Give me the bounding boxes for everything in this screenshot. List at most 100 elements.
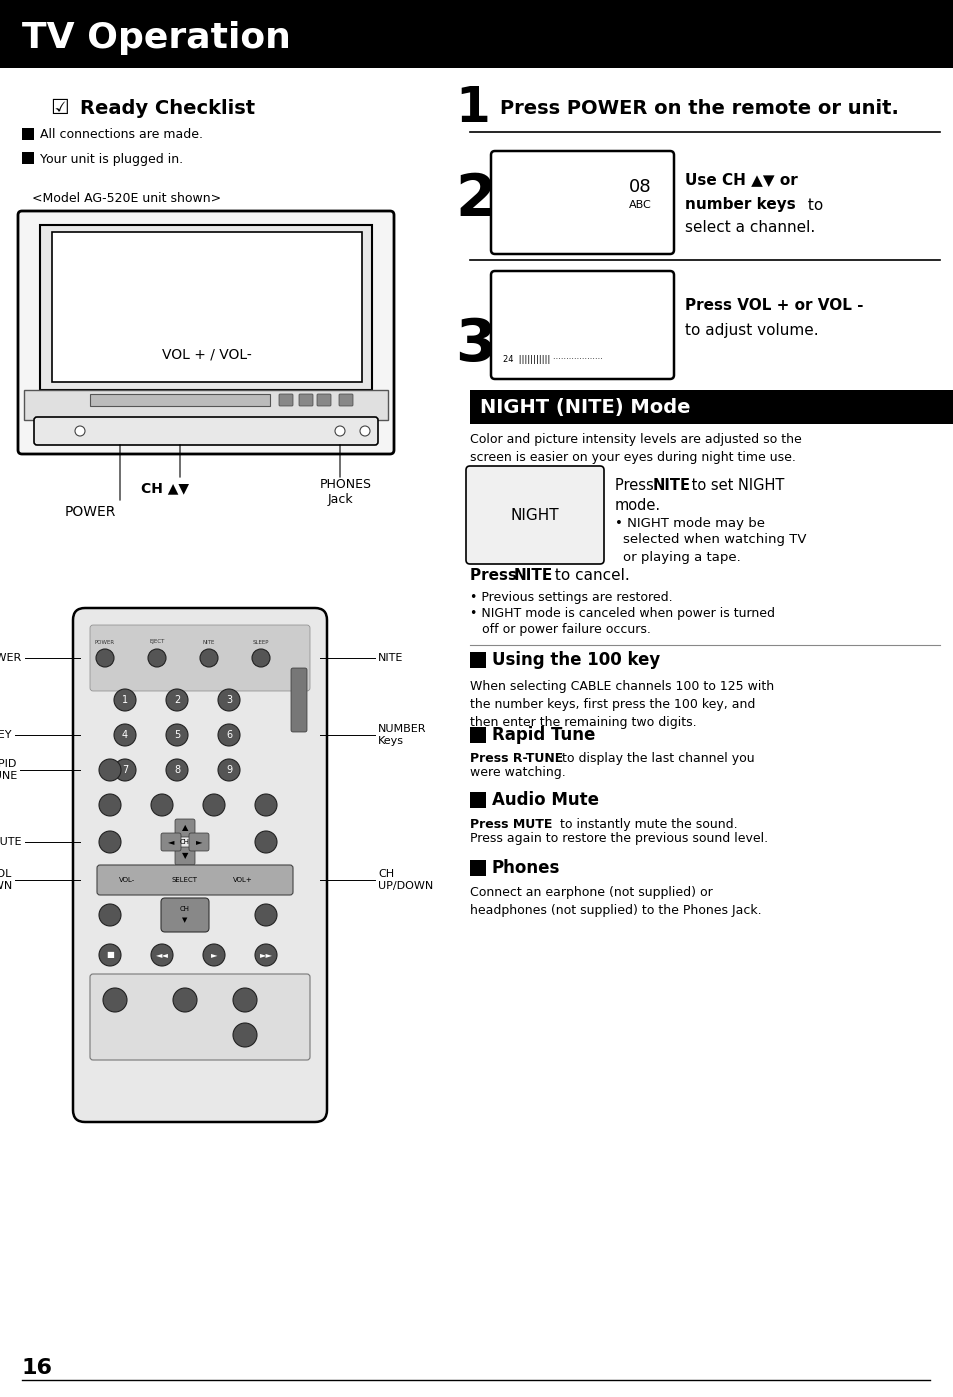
Text: Press MUTE: Press MUTE xyxy=(470,819,552,831)
FancyBboxPatch shape xyxy=(291,668,307,732)
Text: Press R-TUNE: Press R-TUNE xyxy=(470,752,562,766)
Circle shape xyxy=(166,689,188,711)
Circle shape xyxy=(148,650,166,666)
Text: When selecting CABLE channels 100 to 125 with
the number keys, first press the 1: When selecting CABLE channels 100 to 125… xyxy=(470,680,773,729)
FancyBboxPatch shape xyxy=(470,792,485,807)
Circle shape xyxy=(203,944,225,965)
Text: to set NIGHT: to set NIGHT xyxy=(686,478,783,493)
Text: Press: Press xyxy=(615,478,658,493)
FancyBboxPatch shape xyxy=(18,211,394,454)
Circle shape xyxy=(254,944,276,965)
Circle shape xyxy=(99,944,121,965)
Circle shape xyxy=(218,689,240,711)
Text: All connections are made.: All connections are made. xyxy=(40,129,203,141)
Circle shape xyxy=(113,759,136,781)
FancyBboxPatch shape xyxy=(34,416,377,446)
FancyBboxPatch shape xyxy=(161,898,209,932)
Text: off or power failure occurs.: off or power failure occurs. xyxy=(481,623,650,637)
Circle shape xyxy=(99,831,121,854)
Text: to adjust volume.: to adjust volume. xyxy=(684,323,818,338)
FancyBboxPatch shape xyxy=(0,0,953,68)
Text: Jack: Jack xyxy=(328,493,354,506)
FancyBboxPatch shape xyxy=(278,394,293,407)
Text: CH: CH xyxy=(180,907,190,912)
Text: • NIGHT mode is canceled when power is turned: • NIGHT mode is canceled when power is t… xyxy=(470,608,774,620)
Text: Press POWER on the remote or unit.: Press POWER on the remote or unit. xyxy=(499,99,898,117)
Text: TV Operation: TV Operation xyxy=(22,21,291,54)
Text: 1: 1 xyxy=(122,694,128,705)
Text: NITE: NITE xyxy=(514,567,553,583)
Circle shape xyxy=(166,724,188,746)
FancyBboxPatch shape xyxy=(491,271,673,379)
Circle shape xyxy=(218,759,240,781)
Text: RAPID
TUNE: RAPID TUNE xyxy=(0,759,17,781)
Text: EJECT: EJECT xyxy=(150,640,165,644)
Text: ABC: ABC xyxy=(629,200,651,210)
FancyBboxPatch shape xyxy=(73,608,327,1122)
Text: 4: 4 xyxy=(122,731,128,740)
Text: SELECT: SELECT xyxy=(172,877,198,883)
Text: 3: 3 xyxy=(455,317,496,373)
Circle shape xyxy=(200,650,218,666)
Text: MUTE: MUTE xyxy=(0,837,22,847)
Text: 5: 5 xyxy=(173,731,180,740)
Text: SLEEP: SLEEP xyxy=(253,640,269,644)
Text: 16: 16 xyxy=(22,1358,53,1377)
Text: ◄◄: ◄◄ xyxy=(155,950,169,960)
FancyBboxPatch shape xyxy=(298,394,313,407)
FancyBboxPatch shape xyxy=(189,833,209,851)
Circle shape xyxy=(335,426,345,436)
Text: 9: 9 xyxy=(226,766,232,775)
Text: select a channel.: select a channel. xyxy=(684,221,815,236)
Text: <Model AG-520E unit shown>: <Model AG-520E unit shown> xyxy=(32,191,221,204)
Text: • NIGHT mode may be: • NIGHT mode may be xyxy=(615,517,764,529)
Circle shape xyxy=(96,650,113,666)
Text: 2: 2 xyxy=(455,172,496,229)
Text: 6: 6 xyxy=(226,731,232,740)
Text: CH: CH xyxy=(180,840,190,845)
Text: CH ▲▼: CH ▲▼ xyxy=(141,481,189,495)
Text: VOL-: VOL- xyxy=(119,877,135,883)
Text: Press: Press xyxy=(470,567,521,583)
Circle shape xyxy=(75,426,85,436)
Text: ►►: ►► xyxy=(259,950,273,960)
Text: Ready Checklist: Ready Checklist xyxy=(80,99,254,117)
Text: NITE: NITE xyxy=(652,478,690,493)
Text: 8: 8 xyxy=(173,766,180,775)
Circle shape xyxy=(99,793,121,816)
Text: Color and picture intensity levels are adjusted so the
screen is easier on your : Color and picture intensity levels are a… xyxy=(470,433,801,464)
FancyBboxPatch shape xyxy=(470,861,485,876)
Text: Your unit is plugged in.: Your unit is plugged in. xyxy=(40,152,183,165)
Text: CH
UP/DOWN: CH UP/DOWN xyxy=(377,869,433,891)
Text: to instantly mute the sound.: to instantly mute the sound. xyxy=(559,819,737,831)
Circle shape xyxy=(254,904,276,926)
Text: mode.: mode. xyxy=(615,497,660,513)
Text: 08: 08 xyxy=(629,177,651,196)
Text: Audio Mute: Audio Mute xyxy=(492,791,598,809)
Text: ▲: ▲ xyxy=(182,823,188,833)
Circle shape xyxy=(151,944,172,965)
FancyBboxPatch shape xyxy=(24,390,388,420)
Text: ◄: ◄ xyxy=(168,837,174,847)
FancyBboxPatch shape xyxy=(22,152,34,163)
FancyBboxPatch shape xyxy=(470,390,953,425)
Text: VOL + / VOL-: VOL + / VOL- xyxy=(162,348,252,362)
Text: Connect an earphone (not supplied) or
headphones (not supplied) to the Phones Ja: Connect an earphone (not supplied) or he… xyxy=(470,886,760,916)
FancyBboxPatch shape xyxy=(52,232,361,381)
Circle shape xyxy=(254,831,276,854)
Circle shape xyxy=(359,426,370,436)
Text: selected when watching TV: selected when watching TV xyxy=(622,534,805,546)
Text: • Previous settings are restored.: • Previous settings are restored. xyxy=(470,591,672,604)
Text: POWER: POWER xyxy=(95,640,115,644)
Text: Phones: Phones xyxy=(492,859,559,877)
Text: ■: ■ xyxy=(106,950,113,960)
FancyBboxPatch shape xyxy=(470,726,485,743)
Text: POWER: POWER xyxy=(0,652,22,664)
Text: VOL
UP/DOWN: VOL UP/DOWN xyxy=(0,869,12,891)
Text: 3: 3 xyxy=(226,694,232,705)
Text: Press VOL + or VOL -: Press VOL + or VOL - xyxy=(684,298,862,313)
FancyBboxPatch shape xyxy=(465,467,603,564)
Text: Use CH ▲▼ or: Use CH ▲▼ or xyxy=(684,172,797,187)
Text: NIGHT: NIGHT xyxy=(510,507,558,522)
Circle shape xyxy=(233,988,256,1011)
